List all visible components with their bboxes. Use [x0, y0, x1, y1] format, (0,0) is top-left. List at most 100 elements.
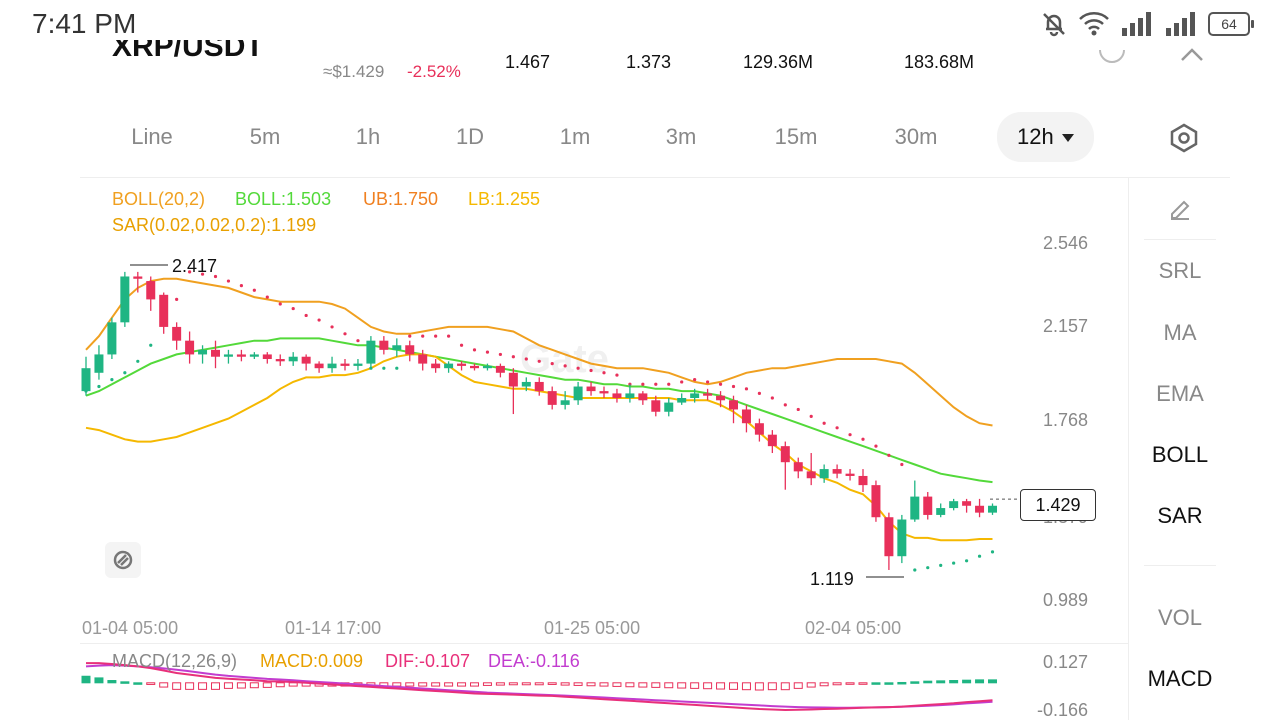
- collapse-chevron-icon[interactable]: [1180, 46, 1204, 62]
- macd-top-tick: 0.127: [1043, 652, 1089, 672]
- macd-histogram-bar: [211, 682, 220, 690]
- macd-histogram-bar: [729, 682, 738, 690]
- sar-dot: [848, 433, 852, 437]
- indicator-macd[interactable]: MACD: [1147, 666, 1213, 691]
- boll-params: BOLL(20,2): [112, 189, 206, 209]
- tab-30m[interactable]: 30m: [894, 124, 938, 149]
- drawing-toggle-button[interactable]: [105, 542, 141, 578]
- candle-body: [638, 393, 648, 401]
- status-bar: 7:41 PM 64: [0, 0, 1280, 50]
- candle-body: [780, 446, 790, 463]
- dif-value: DIF:-0.107: [385, 651, 471, 671]
- macd-histogram-bar: [547, 682, 557, 685]
- sar-dot: [110, 378, 114, 382]
- sar-dot: [395, 366, 399, 370]
- candle-body: [625, 393, 635, 398]
- sar-dot: [408, 334, 412, 338]
- sar-dot: [472, 348, 477, 352]
- candlestick-chart[interactable]: Gate: [0, 0, 1128, 720]
- candle-body: [107, 322, 117, 355]
- sar-dot: [330, 325, 334, 329]
- indicator-ema[interactable]: EMA: [1156, 381, 1204, 406]
- indicator-boll[interactable]: BOLL: [1151, 442, 1209, 467]
- sar-dot: [809, 414, 813, 418]
- candle-body: [81, 368, 91, 392]
- candle-body: [534, 381, 544, 392]
- sar-dot: [252, 288, 256, 292]
- sar-dot: [913, 568, 917, 572]
- trading-pair[interactable]: XRP/USDT: [112, 30, 264, 63]
- macd-histogram-bar: [262, 682, 272, 688]
- candle-body: [405, 345, 415, 355]
- sar-dot: [97, 384, 101, 389]
- ub-line: [85, 277, 993, 427]
- x-tick: 02-04 05:00: [805, 618, 902, 638]
- candle-body: [832, 469, 842, 474]
- tab-15m[interactable]: 15m: [774, 124, 818, 149]
- sar-dot: [939, 563, 943, 567]
- candle-body: [664, 402, 674, 412]
- macd-histogram-bar: [508, 682, 518, 686]
- sar-dot: [654, 382, 658, 386]
- sar-dot: [796, 407, 800, 412]
- sar-dot: [447, 334, 451, 338]
- tab-1h[interactable]: 1h: [355, 124, 381, 149]
- macd-histogram-bar: [81, 675, 91, 684]
- candle-body: [236, 354, 246, 357]
- macd-histogram-bar: [457, 682, 467, 687]
- candle-body: [677, 397, 687, 403]
- divider: [1128, 177, 1129, 720]
- tab-1m[interactable]: 1m: [559, 124, 591, 149]
- macd-histogram-bar: [975, 679, 985, 684]
- macd-histogram-bar: [897, 681, 907, 685]
- refresh-icon[interactable]: [1098, 50, 1126, 66]
- sar-dot: [589, 368, 593, 373]
- candle-body: [703, 393, 713, 396]
- ub-value: UB:1.750: [363, 189, 439, 209]
- candle-body: [314, 363, 324, 369]
- tab-line[interactable]: Line: [131, 124, 173, 149]
- sar-dot: [136, 359, 140, 363]
- macd-histogram-bar: [521, 682, 531, 686]
- macd-histogram-bar: [664, 682, 674, 689]
- macd-histogram-bar: [444, 682, 454, 687]
- chart-settings-icon[interactable]: [1170, 123, 1198, 153]
- macd-histogram-bar: [120, 681, 130, 684]
- macd-histogram-bar: [495, 682, 505, 686]
- macd-histogram-bar: [198, 682, 208, 690]
- macd-histogram-bar: [159, 682, 169, 688]
- indicator-vol[interactable]: VOL: [1157, 605, 1203, 630]
- indicator-ma[interactable]: MA: [1163, 320, 1197, 345]
- sar-dot: [576, 366, 580, 370]
- candle-body: [482, 365, 492, 369]
- tab-1d[interactable]: 1D: [455, 124, 485, 149]
- macd-histogram-bar: [819, 682, 829, 687]
- sar-dot: [317, 318, 321, 322]
- candle-body: [457, 363, 467, 366]
- sar-dot: [382, 366, 386, 370]
- indicator-sar[interactable]: SAR: [1157, 503, 1203, 528]
- low-marker: 1.119: [810, 569, 854, 589]
- macd-histogram-bar: [586, 682, 596, 687]
- candle-body: [793, 462, 803, 472]
- sar-dot: [977, 554, 982, 558]
- edit-pencil-icon[interactable]: [1167, 195, 1193, 221]
- indicator-srl[interactable]: SRL: [1158, 258, 1202, 283]
- macd-histogram-bar: [146, 682, 156, 685]
- macd-histogram-bar: [418, 682, 428, 687]
- y-tick: 2.157: [1043, 316, 1089, 336]
- sar-dot: [239, 284, 243, 288]
- sar-dot: [757, 391, 762, 396]
- battery-level: 64: [1221, 16, 1237, 32]
- macd-histogram-bar: [884, 682, 894, 685]
- candle-body: [120, 276, 130, 323]
- tab-5m[interactable]: 5m: [249, 124, 281, 149]
- current-price-tag[interactable]: 1.429: [1020, 489, 1096, 521]
- tab-12h[interactable]: 12h: [997, 112, 1094, 162]
- sar-dot: [200, 272, 205, 276]
- candle-body: [275, 359, 285, 362]
- y-tick: 0.989: [1043, 590, 1089, 610]
- candle-body: [690, 393, 700, 398]
- lb-value: LB:1.255: [468, 189, 541, 209]
- tab-3m[interactable]: 3m: [665, 124, 697, 149]
